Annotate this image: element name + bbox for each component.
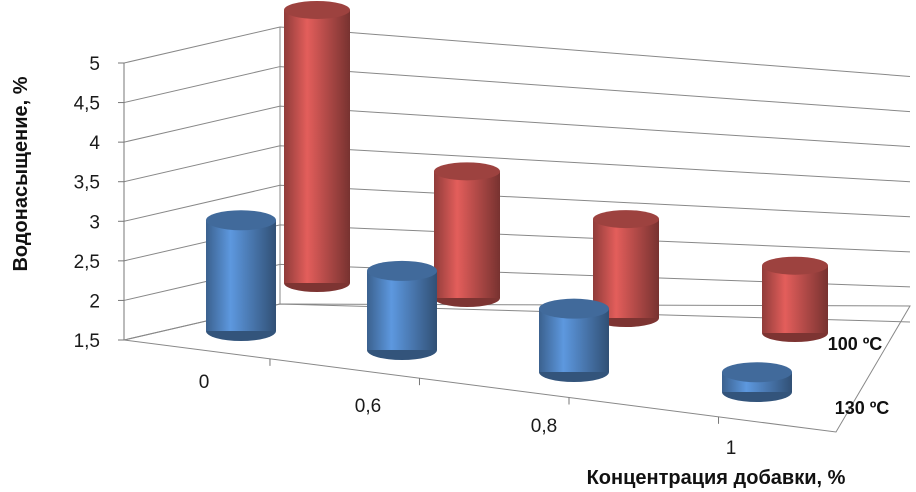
y-tick-label: 2 [89,291,100,312]
bar-body [539,308,609,372]
gridline [123,26,911,77]
bar-100c-0 [284,0,350,292]
x-tick-labels: 0 0,6 0,8 1 [199,372,737,459]
bar-top [762,256,828,275]
bar-body [206,220,276,331]
y-tick-label: 3 [89,212,100,233]
series-labels: 100 ºС 130 ºС [828,334,890,418]
gridline [123,105,911,148]
bars [206,0,828,402]
bar-body [434,171,500,298]
bar-130c-1 [367,260,437,360]
bar-top [434,162,500,181]
y-tick-label: 2,5 [74,252,100,273]
series-label-0: 100 ºС [828,334,883,354]
bar-top [722,362,792,383]
x-tick-label: 0 [199,372,210,393]
y-tick-label: 4 [89,133,100,154]
bar-body [762,265,828,333]
y-axis-title: Водонасыщение, % [10,76,32,271]
bar-top [367,260,437,281]
bar-top [284,0,350,19]
bar-130c-2 [539,298,609,382]
x-tick-label: 0,6 [355,396,381,417]
x-tick-label: 0,8 [531,416,557,437]
y-tick-label: 3,5 [74,173,100,194]
bar-body [593,219,659,318]
gridline [123,66,911,113]
bar-100c-3 [762,256,828,342]
x-axis-title: Концентрация добавки, % [587,467,846,489]
bar-top [593,210,659,229]
y-tick-label: 5 [89,54,100,75]
bar-body [367,270,437,350]
bar-top [539,298,609,319]
bar-130c-0 [206,210,276,341]
y-tick-label: 1,5 [74,331,100,352]
series-label-1: 130 ºС [835,398,890,418]
bar-100c-1 [434,162,500,307]
bar-top [206,210,276,231]
bar-body [284,9,350,283]
x-tick-label: 1 [726,438,737,459]
y-tick-label: 4,5 [74,94,100,115]
bar-130c-3 [722,362,792,402]
gridline [123,145,911,183]
bar-100c-2 [593,210,659,327]
y-tick-labels: 1,5 2 2,5 3 3,5 4 4,5 5 [74,54,101,352]
